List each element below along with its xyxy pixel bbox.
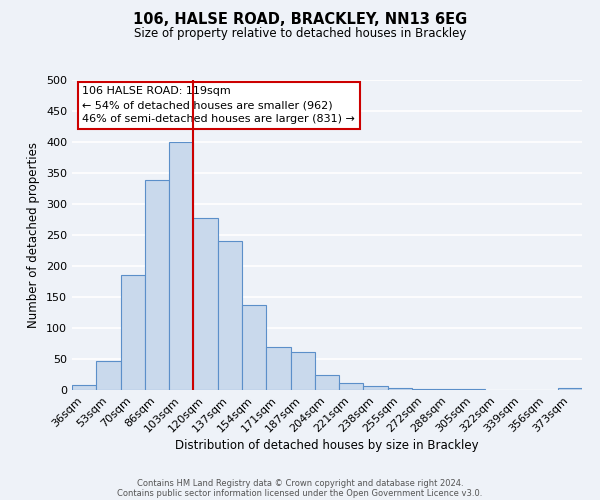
Bar: [290, 352, 315, 390]
Bar: [436, 389, 461, 390]
Bar: [364, 386, 388, 390]
Bar: [266, 346, 290, 390]
Text: Size of property relative to detached houses in Brackley: Size of property relative to detached ho…: [134, 28, 466, 40]
Bar: [121, 276, 145, 390]
X-axis label: Distribution of detached houses by size in Brackley: Distribution of detached houses by size …: [175, 440, 479, 452]
Bar: [242, 305, 266, 390]
Bar: [461, 389, 485, 390]
Bar: [315, 374, 339, 390]
Bar: [169, 142, 193, 390]
Text: 106 HALSE ROAD: 119sqm
← 54% of detached houses are smaller (962)
46% of semi-de: 106 HALSE ROAD: 119sqm ← 54% of detached…: [82, 86, 355, 124]
Y-axis label: Number of detached properties: Number of detached properties: [28, 142, 40, 328]
Bar: [218, 241, 242, 390]
Bar: [339, 383, 364, 390]
Text: Contains HM Land Registry data © Crown copyright and database right 2024.: Contains HM Land Registry data © Crown c…: [137, 478, 463, 488]
Bar: [412, 389, 436, 390]
Text: 106, HALSE ROAD, BRACKLEY, NN13 6EG: 106, HALSE ROAD, BRACKLEY, NN13 6EG: [133, 12, 467, 28]
Text: Contains public sector information licensed under the Open Government Licence v3: Contains public sector information licen…: [118, 488, 482, 498]
Bar: [145, 180, 169, 390]
Bar: [388, 388, 412, 390]
Bar: [72, 385, 96, 390]
Bar: [193, 218, 218, 390]
Bar: [96, 361, 121, 390]
Bar: [558, 388, 582, 390]
